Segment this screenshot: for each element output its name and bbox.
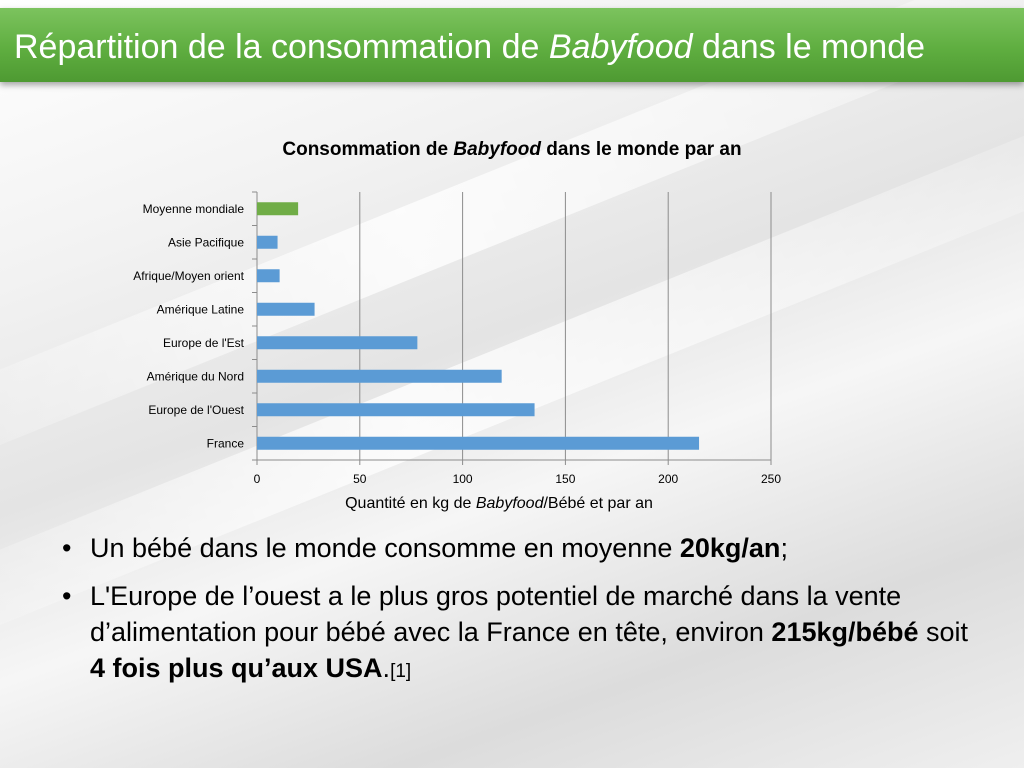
bullet-marker: • (62, 581, 72, 611)
bar (257, 436, 700, 450)
bullet-list: • Un bébé dans le monde consomme en moye… (62, 530, 982, 702)
x-axis-title: Quantité en kg de Babyfood/Bébé et par a… (345, 495, 653, 512)
category-label: France (207, 436, 245, 450)
x-tick-label: 0 (254, 472, 261, 486)
bullet-item: • L'Europe de l’ouest a le plus gros pot… (62, 578, 982, 690)
x-tick-label: 50 (353, 472, 367, 486)
bar (257, 202, 299, 216)
x-tick-label: 200 (658, 472, 678, 486)
x-tick-label: 100 (453, 472, 473, 486)
category-label: Amérique du Nord (147, 369, 244, 383)
category-label: Asie Pacifique (168, 235, 244, 249)
title-bar: Répartition de la consommation de Babyfo… (0, 8, 1024, 82)
category-label: Europe de l'Est (163, 336, 245, 350)
bullet-marker: • (62, 533, 72, 563)
bar (257, 369, 502, 383)
bar (257, 336, 418, 350)
bar (257, 302, 315, 316)
reference-link[interactable]: [1] (390, 661, 412, 682)
bullet-item: • Un bébé dans le monde consomme en moye… (62, 530, 982, 566)
bar (257, 269, 280, 283)
x-tick-label: 150 (555, 472, 575, 486)
bar (257, 235, 278, 249)
category-label: Europe de l'Ouest (148, 403, 244, 417)
slide-title: Répartition de la consommation de Babyfo… (14, 28, 926, 66)
bar (257, 403, 535, 417)
category-label: Amérique Latine (157, 302, 245, 316)
category-label: Afrique/Moyen orient (133, 269, 244, 283)
chart-title: Consommation de Babyfood dans le monde p… (282, 139, 742, 160)
x-tick-label: 250 (761, 472, 781, 486)
category-label: Moyenne mondiale (143, 202, 245, 216)
